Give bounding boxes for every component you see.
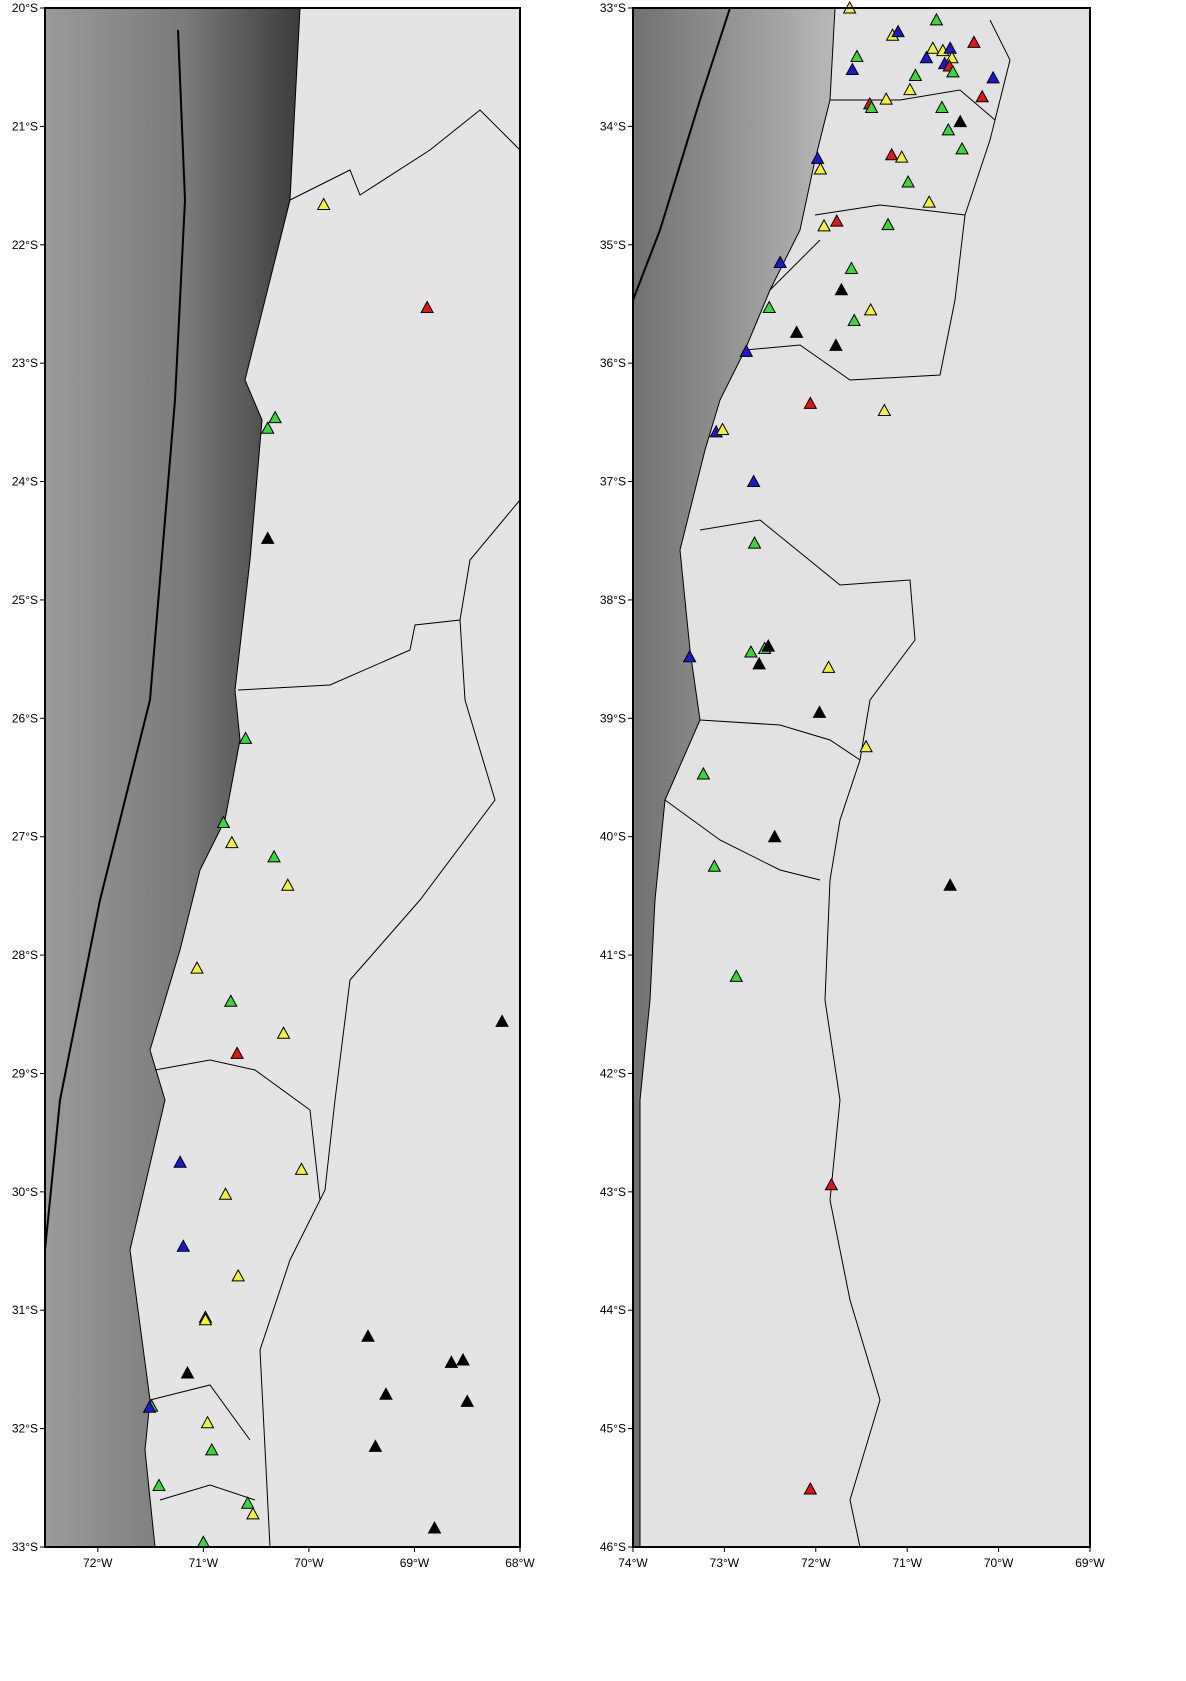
page-body: 72°W 71°W 70°W 69°W 68°W 20°S 21°S 22°S 23°S 24°S… bbox=[0, 0, 1186, 1676]
y-tick-label: 28°S bbox=[12, 948, 38, 962]
y-tick-label: 43°S bbox=[600, 1185, 626, 1199]
y-tick-label: 29°S bbox=[12, 1066, 38, 1080]
y-tick-label: 45°S bbox=[600, 1422, 626, 1436]
left-map-background bbox=[45, 8, 520, 1547]
y-tick-label: 24°S bbox=[12, 475, 38, 489]
x-tick-label: 72°W bbox=[83, 1556, 113, 1570]
y-tick-label: 39°S bbox=[600, 711, 626, 725]
x-tick-label: 69°W bbox=[400, 1556, 430, 1570]
y-tick-label: 37°S bbox=[600, 475, 626, 489]
y-tick-label: 32°S bbox=[12, 1422, 38, 1436]
x-tick-label: 69°W bbox=[1075, 1556, 1105, 1570]
y-tick-label: 23°S bbox=[12, 356, 38, 370]
x-tick-label: 72°W bbox=[801, 1556, 831, 1570]
y-tick-label: 40°S bbox=[600, 830, 626, 844]
y-tick-label: 31°S bbox=[12, 1303, 38, 1317]
y-tick-label: 46°S bbox=[600, 1540, 626, 1554]
y-tick-label: 21°S bbox=[12, 119, 38, 133]
map-figure: 72°W 71°W 70°W 69°W 68°W 20°S 21°S 22°S 23°S 24°S… bbox=[0, 0, 1186, 1676]
x-tick-label: 71°W bbox=[189, 1556, 219, 1570]
y-tick-label: 41°S bbox=[600, 948, 626, 962]
y-tick-label: 26°S bbox=[12, 711, 38, 725]
y-tick-label: 20°S bbox=[12, 1, 38, 15]
y-tick-label: 35°S bbox=[600, 238, 626, 252]
y-tick-label: 25°S bbox=[12, 593, 38, 607]
y-tick-label: 44°S bbox=[600, 1303, 626, 1317]
y-tick-label: 42°S bbox=[600, 1066, 626, 1080]
y-tick-label: 38°S bbox=[600, 593, 626, 607]
x-tick-label: 68°W bbox=[505, 1556, 535, 1570]
page: Station map {"map": {"panels": [ {"xlim"… bbox=[0, 0, 1186, 1676]
y-tick-label: 30°S bbox=[12, 1185, 38, 1199]
x-tick-label: 74°W bbox=[618, 1556, 648, 1570]
y-tick-label: 27°S bbox=[12, 830, 38, 844]
y-tick-label: 22°S bbox=[12, 238, 38, 252]
x-tick-label: 70°W bbox=[984, 1556, 1014, 1570]
y-tick-label: 33°S bbox=[600, 1, 626, 15]
x-tick-label: 73°W bbox=[710, 1556, 740, 1570]
y-tick-label: 33°S bbox=[12, 1540, 38, 1554]
y-tick-label: 36°S bbox=[600, 356, 626, 370]
x-tick-label: 71°W bbox=[892, 1556, 922, 1570]
x-tick-label: 70°W bbox=[294, 1556, 324, 1570]
y-tick-label: 34°S bbox=[600, 119, 626, 133]
